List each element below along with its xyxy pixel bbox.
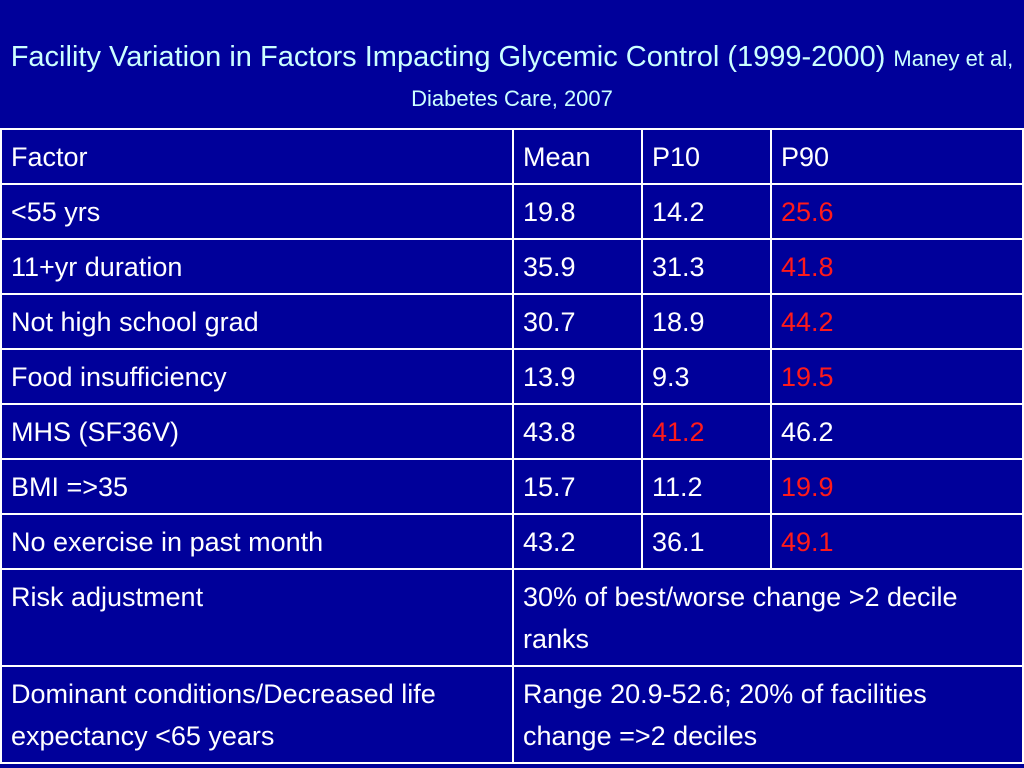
p90-cell: 46.2	[770, 403, 1024, 460]
factor-cell: 11+yr duration	[0, 238, 514, 295]
mean-cell: 30.7	[512, 293, 643, 350]
p90-cell: 19.9	[770, 458, 1024, 515]
mean-cell: 35.9	[512, 238, 643, 295]
summary-detail-cell: 30% of best/worse change >2 decile ranks	[512, 568, 1024, 667]
table-row: BMI =>35 15.7 11.2 19.9	[0, 458, 1024, 515]
p90-cell: 44.2	[770, 293, 1024, 350]
table-row: MHS (SF36V) 43.8 41.2 46.2	[0, 403, 1024, 460]
factor-cell: Food insufficiency	[0, 348, 514, 405]
p10-cell: 9.3	[641, 348, 772, 405]
table-row: 11+yr duration 35.9 31.3 41.8	[0, 238, 1024, 295]
table-header-row: Factor Mean P10 P90	[0, 128, 1024, 185]
p10-cell: 11.2	[641, 458, 772, 515]
title-citation: Maney et al, Diabetes Care, 2007	[411, 46, 1014, 111]
p90-cell: 49.1	[770, 513, 1024, 570]
mean-cell: 15.7	[512, 458, 643, 515]
p10-cell: 18.9	[641, 293, 772, 350]
p10-cell: 36.1	[641, 513, 772, 570]
table-row: Not high school grad 30.7 18.9 44.2	[0, 293, 1024, 350]
factors-table: Factor Mean P10 P90 <55 yrs 19.8 14.2 25…	[0, 128, 1024, 764]
slide-title: Facility Variation in Factors Impacting …	[0, 38, 1024, 118]
header-p90: P90	[770, 128, 1024, 185]
factor-cell: <55 yrs	[0, 183, 514, 240]
p90-cell: 19.5	[770, 348, 1024, 405]
summary-row: Dominant conditions/Decreased life expec…	[0, 665, 1024, 764]
factor-cell: Dominant conditions/Decreased life expec…	[0, 665, 514, 764]
title-main: Facility Variation in Factors Impacting …	[10, 41, 886, 73]
mean-cell: 19.8	[512, 183, 643, 240]
factor-cell: Risk adjustment	[0, 568, 514, 667]
header-factor: Factor	[0, 128, 514, 185]
p10-cell: 41.2	[641, 403, 772, 460]
factor-cell: BMI =>35	[0, 458, 514, 515]
summary-row: Risk adjustment 30% of best/worse change…	[0, 568, 1024, 667]
table-row: <55 yrs 19.8 14.2 25.6	[0, 183, 1024, 240]
mean-cell: 13.9	[512, 348, 643, 405]
mean-cell: 43.8	[512, 403, 643, 460]
mean-cell: 43.2	[512, 513, 643, 570]
p10-cell: 14.2	[641, 183, 772, 240]
p90-cell: 41.8	[770, 238, 1024, 295]
p90-cell: 25.6	[770, 183, 1024, 240]
factor-cell: MHS (SF36V)	[0, 403, 514, 460]
summary-detail-cell: Range 20.9-52.6; 20% of facilities chang…	[512, 665, 1024, 764]
factor-cell: Not high school grad	[0, 293, 514, 350]
p10-cell: 31.3	[641, 238, 772, 295]
table-row: No exercise in past month 43.2 36.1 49.1	[0, 513, 1024, 570]
header-mean: Mean	[512, 128, 643, 185]
factor-cell: No exercise in past month	[0, 513, 514, 570]
header-p10: P10	[641, 128, 772, 185]
table-row: Food insufficiency 13.9 9.3 19.5	[0, 348, 1024, 405]
